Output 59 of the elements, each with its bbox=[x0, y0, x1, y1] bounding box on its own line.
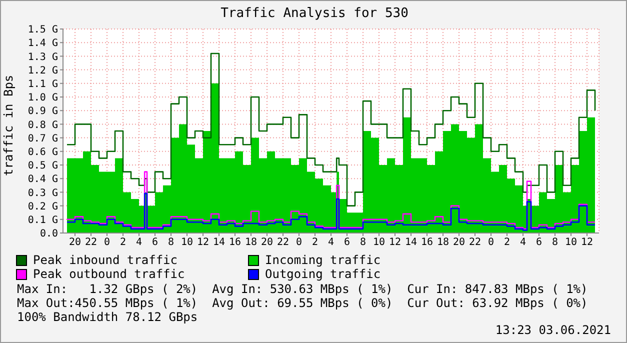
x-tick-label: 0 bbox=[296, 237, 302, 248]
x-tick-label: 14 bbox=[212, 237, 226, 248]
x-tick-label: 2 bbox=[312, 237, 318, 248]
y-tick-label: 0.3 G bbox=[28, 188, 58, 199]
y-tick-label: 1.5 G bbox=[28, 24, 58, 36]
y-tick-label: 0.2 G bbox=[28, 201, 58, 212]
x-tick-label: 22 bbox=[276, 237, 290, 248]
x-tick-label: 20 bbox=[260, 237, 274, 248]
chart-title: Traffic Analysis for 530 bbox=[220, 6, 410, 21]
x-tick-label: 6 bbox=[152, 237, 158, 248]
y-tick-label: 1.3 G bbox=[28, 52, 58, 63]
text: Max Out:450.55 MBps ( 1%) Avg Out: 69.55 MBps ( 0%) Cur Out: 63.92 MBps ( 0%) bbox=[17, 296, 588, 310]
x-tick-label: 14 bbox=[404, 237, 418, 248]
x-tick-label: 18 bbox=[244, 237, 258, 248]
y-tick-label: 1.4 G bbox=[28, 38, 58, 50]
x-tick-label: 10 bbox=[180, 237, 194, 248]
y-tick-label: 1.1 G bbox=[28, 78, 58, 90]
x-tick-label: 6 bbox=[344, 237, 350, 248]
y-tick-label: 0.6 G bbox=[28, 146, 58, 158]
x-tick-label: 2 bbox=[120, 237, 126, 248]
x-tick-label: 4 bbox=[136, 237, 142, 248]
x-tick-label: 2 bbox=[504, 237, 510, 248]
x-tick-label: 12 bbox=[388, 237, 402, 248]
x-tick-label: 8 bbox=[360, 237, 366, 248]
text: Max In: 1.32 GBps ( 2%) Avg In: 530.63 MBps ( 1%) Cur In: 847.83 MBps ( 1%) bbox=[17, 282, 588, 296]
y-tick-label: 1.2 G bbox=[28, 65, 58, 76]
y-tick-label: 0.7 G bbox=[28, 133, 58, 144]
x-tick-label: 0 bbox=[104, 237, 110, 248]
x-tick-label: 0 bbox=[488, 237, 494, 248]
y-tick-label: 1.0 G bbox=[28, 92, 58, 104]
y-tick-label: 0.9 G bbox=[28, 106, 58, 118]
x-tick-label: 10 bbox=[564, 237, 578, 248]
x-tick-label: 18 bbox=[436, 237, 450, 248]
x-tick-label: 10 bbox=[372, 237, 386, 248]
x-tick-label: 20 bbox=[452, 237, 466, 248]
x-tick-label: 12 bbox=[580, 237, 594, 248]
y-tick-label: 0.0 bbox=[40, 228, 58, 240]
legend-label: Outgoing traffic bbox=[265, 267, 381, 281]
text: 13:23 03.06.2021 bbox=[495, 323, 611, 337]
y-tick-label: 0.4 G bbox=[28, 174, 58, 186]
x-tick-label: 22 bbox=[84, 237, 98, 248]
x-tick-label: 6 bbox=[536, 237, 542, 248]
text: 100% Bandwidth 78.12 GBps bbox=[17, 310, 199, 324]
x-tick-label: 4 bbox=[520, 237, 526, 248]
y-tick-label: 0.1 G bbox=[28, 214, 58, 226]
x-tick-label: 8 bbox=[168, 237, 174, 248]
x-tick-label: 16 bbox=[228, 237, 242, 248]
x-tick-label: 16 bbox=[420, 237, 434, 248]
x-tick-label: 20 bbox=[68, 237, 82, 248]
legend-label: Peak inbound traffic bbox=[33, 253, 178, 267]
legend-label: Peak outbound traffic bbox=[33, 267, 185, 281]
y-tick-label: 0.8 G bbox=[28, 120, 58, 131]
x-tick-label: 4 bbox=[328, 237, 334, 248]
legend-label: Incoming traffic bbox=[265, 253, 381, 267]
y-tick-label: 0.5 G bbox=[28, 160, 58, 172]
x-tick-label: 8 bbox=[552, 237, 558, 248]
x-tick-label: 22 bbox=[468, 237, 482, 248]
y-axis-title: traffic in Bps bbox=[1, 74, 16, 176]
x-tick-label: 12 bbox=[196, 237, 210, 248]
